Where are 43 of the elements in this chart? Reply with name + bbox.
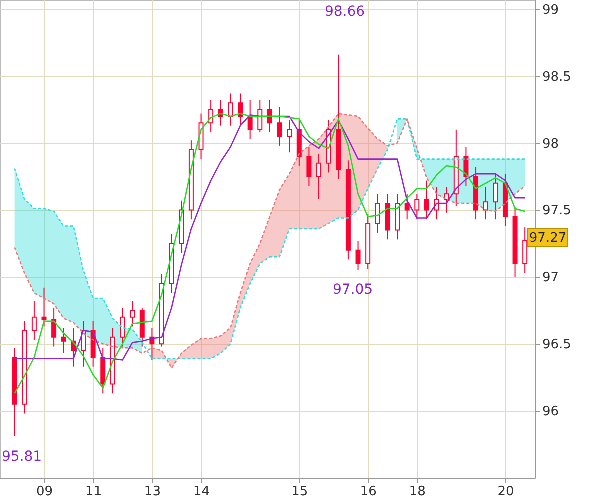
annotation: 98.66 [324,4,366,20]
candlestick [414,194,420,220]
annotation: 97.05 [332,282,374,298]
x-tick-label: 09 [36,484,54,497]
candlestick [120,307,126,348]
annotation: 95.81 [2,449,42,465]
candlestick [267,100,272,134]
candlestick [52,307,57,348]
x-tick-label: 13 [144,484,161,497]
x-tick-label: 14 [193,484,210,497]
candlestick [375,194,380,234]
candlestick [404,194,410,220]
y-tick-label: 98 [542,136,560,152]
candlestick [493,174,498,220]
y-tick-label: 98.5 [542,70,572,85]
candlestick [287,120,292,154]
candlestick [130,300,136,328]
candlestick [306,146,312,187]
x-tick-label: 11 [86,484,102,497]
x-tick-label: 20 [498,484,514,497]
annotation: 97.27 [529,231,567,246]
candlestick [277,106,282,146]
candlestick [248,100,253,140]
x-tick-label: 18 [409,484,426,497]
candlestick [258,100,263,134]
y-tick-label: 99 [542,2,560,18]
candlestick [483,186,488,220]
y-tick-label: 96 [542,404,560,420]
y-tick-label: 97 [542,270,560,286]
candlestick [32,300,37,341]
candlestick [356,240,361,271]
candlestick [42,287,47,328]
candlestick [238,93,244,126]
x-tick-label: 16 [360,484,377,497]
candlestick [522,227,528,274]
candlestick [444,186,450,214]
candlestick [228,93,234,126]
y-tick-label: 96.5 [542,338,572,353]
candlestick [61,328,66,354]
candlestick [316,153,322,200]
x-tick-label: 15 [292,484,308,497]
candlestick [424,180,430,220]
y-tick-label: 97.5 [542,204,572,219]
